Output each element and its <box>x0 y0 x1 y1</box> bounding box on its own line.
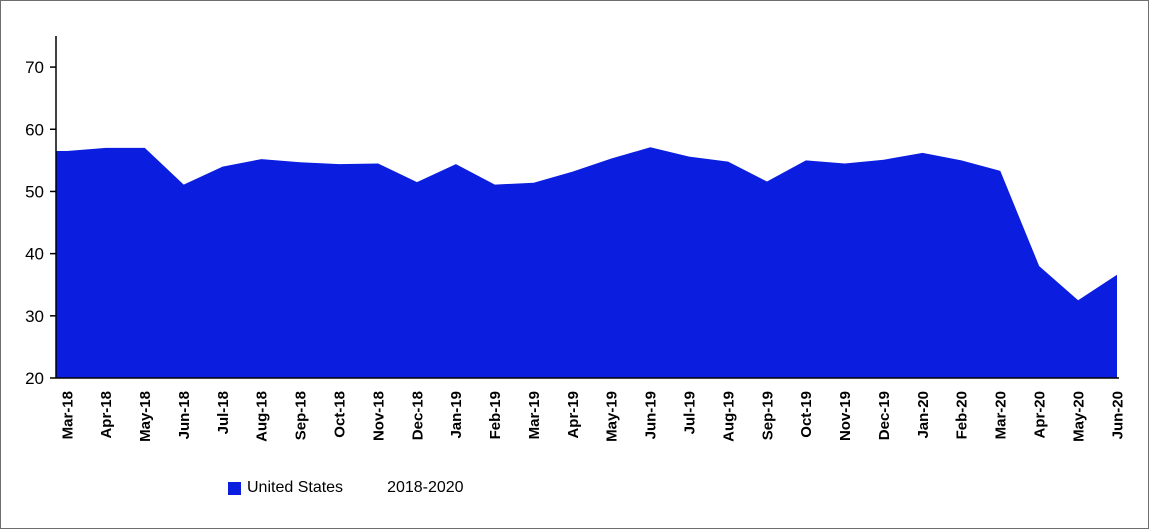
chart-legend: United States 2018-2020 <box>228 479 464 497</box>
x-axis-label-may-18: May-18 <box>137 391 154 442</box>
x-axis-label-oct-18: Oct-18 <box>331 391 348 438</box>
x-axis-label-sep-18: Sep-18 <box>293 391 310 440</box>
x-axis-label-jun-20: Jun-20 <box>1109 391 1126 439</box>
y-axis-tick-label-50: 50 <box>25 182 44 201</box>
x-axis-label-sep-19: Sep-19 <box>759 391 776 440</box>
x-axis-label-nov-19: Nov-19 <box>837 391 854 441</box>
x-axis-label-nov-18: Nov-18 <box>370 391 387 441</box>
x-axis-label-may-20: May-20 <box>1070 391 1087 442</box>
x-axis-label-mar-18: Mar-18 <box>59 391 76 439</box>
x-axis-label-feb-20: Feb-20 <box>954 391 971 439</box>
legend-label-united-states: United States <box>247 479 344 496</box>
x-axis-label-dec-19: Dec-19 <box>876 391 893 440</box>
x-axis-label-apr-20: Apr-20 <box>1031 391 1048 439</box>
x-axis-label-jan-19: Jan-19 <box>448 391 465 439</box>
x-axis-label-jan-20: Jan-20 <box>915 391 932 439</box>
x-axis-label-dec-18: Dec-18 <box>409 391 426 440</box>
x-axis-label-apr-18: Apr-18 <box>98 391 115 439</box>
x-axis-label-jul-19: Jul-19 <box>681 391 698 434</box>
area-series-united-states <box>56 147 1117 378</box>
y-axis-tick-label-20: 20 <box>25 369 44 388</box>
x-axis-label-apr-19: Apr-19 <box>565 391 582 439</box>
x-axis-label-aug-19: Aug-19 <box>720 391 737 442</box>
x-axis-label-jun-18: Jun-18 <box>176 391 193 439</box>
x-axis-label-feb-19: Feb-19 <box>487 391 504 439</box>
x-axis-label-aug-18: Aug-18 <box>254 391 271 442</box>
y-axis-tick-label-70: 70 <box>25 58 44 77</box>
legend-swatch-united-states <box>228 481 241 495</box>
x-axis-label-mar-20: Mar-20 <box>993 391 1010 439</box>
x-axis-label-oct-19: Oct-19 <box>798 391 815 438</box>
legend-period-label: 2018-2020 <box>387 479 464 496</box>
x-axis-label-mar-19: Mar-19 <box>526 391 543 439</box>
y-axis-tick-label-40: 40 <box>25 245 44 264</box>
x-axis-label-jun-19: Jun-19 <box>643 391 660 439</box>
y-axis-tick-label-60: 60 <box>25 120 44 139</box>
y-axis-tick-label-30: 30 <box>25 307 44 326</box>
x-axis-label-jul-18: Jul-18 <box>215 391 232 434</box>
x-axis-label-may-19: May-19 <box>604 391 621 442</box>
